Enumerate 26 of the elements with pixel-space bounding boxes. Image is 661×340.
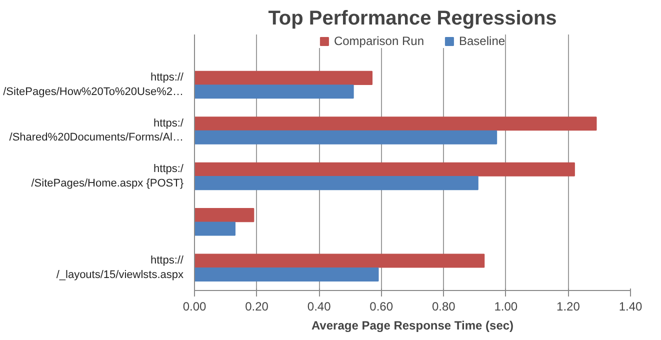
chart-title: Top Performance Regressions bbox=[268, 8, 557, 30]
legend-label: Baseline bbox=[459, 34, 506, 48]
y-tick-label: https:// /SitePages/How%20To%20Use%2… bbox=[3, 72, 184, 98]
bar bbox=[194, 84, 354, 99]
x-tick-label: 1.20 bbox=[556, 300, 580, 314]
x-tick-label: 0.80 bbox=[432, 300, 456, 314]
bar bbox=[194, 116, 597, 131]
x-tick-label: 1.40 bbox=[618, 300, 643, 314]
bar bbox=[194, 267, 379, 282]
x-tick-label: 0.00 bbox=[182, 300, 207, 314]
bar bbox=[194, 130, 498, 144]
x-tick-label: 0.60 bbox=[370, 300, 394, 314]
x-tick-label: 0.20 bbox=[245, 300, 269, 314]
bar bbox=[194, 222, 236, 236]
bar bbox=[194, 208, 254, 222]
y-tick-label: https:/ /Shared%20Documents/Forms/Al… bbox=[9, 117, 184, 144]
bar bbox=[194, 254, 485, 268]
x-tick-label: 0.40 bbox=[307, 300, 332, 314]
bar bbox=[194, 176, 478, 190]
bar bbox=[194, 70, 373, 85]
x-tick-label: 1.00 bbox=[494, 300, 518, 314]
bar bbox=[194, 162, 575, 176]
legend-label: Comparison Run bbox=[334, 34, 424, 48]
y-tick-label: https:// /_layouts/15/viewlsts.aspx bbox=[56, 254, 184, 281]
x-axis-title: Average Page Response Time (sec) bbox=[311, 318, 514, 332]
y-tick-label: https:/ /SitePages/Home.aspx {POST} bbox=[31, 163, 184, 190]
